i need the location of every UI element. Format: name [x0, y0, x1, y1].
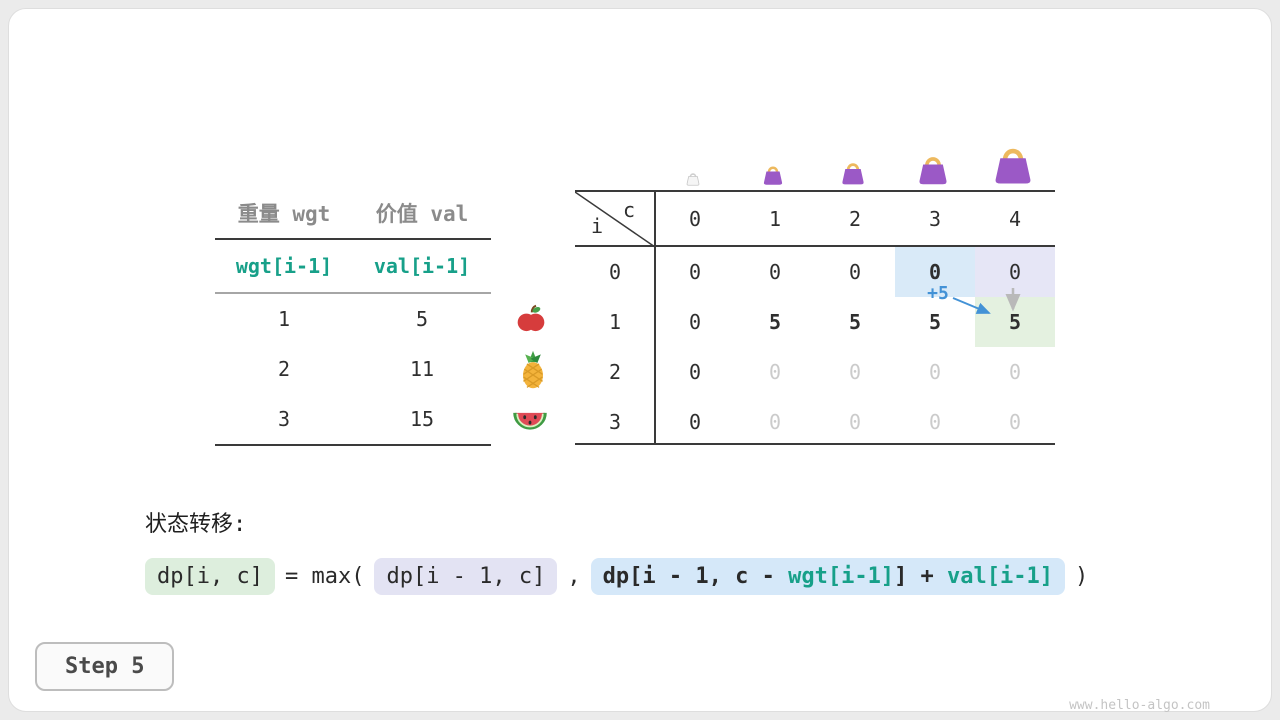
dp-cell: 0 [928, 410, 942, 434]
dp-table-row: 1 0 5 5 5 5 [575, 297, 1055, 347]
dp-header-row: c i 0 1 2 3 4 [575, 192, 1055, 247]
item-row: 1 5 [215, 294, 491, 344]
dp-cell: 0 [768, 410, 782, 434]
dp-cell: 5 [928, 310, 942, 334]
dp-cell: 5 [768, 310, 782, 334]
dp-cell: 0 [928, 360, 942, 384]
formula-option-take: dp[i - 1, c - wgt[i-1]] + val[i-1] [590, 558, 1066, 595]
dp-cell: 0 [1008, 360, 1022, 384]
weight-column-header: 重量 wgt [237, 202, 331, 226]
dp-cell: 0 [688, 410, 702, 434]
dp-row-header: 3 [608, 410, 622, 434]
dp-col-header: 1 [768, 206, 782, 231]
dp-cell: 0 [768, 360, 782, 384]
item-row: 3 15 [215, 394, 491, 444]
formula-take-prefix: dp[i - 1, c - [602, 564, 789, 589]
dp-row-header: 2 [608, 360, 622, 384]
pineapple-icon [517, 350, 549, 394]
row-var-label: i [591, 214, 604, 238]
bag-icon-tiny [685, 171, 701, 186]
dp-row-header: 0 [608, 260, 622, 284]
item-value: 5 [415, 307, 429, 331]
formula-take-val: val[i-1] [947, 564, 1054, 589]
dp-row-header: 1 [608, 310, 622, 334]
dp-table-row: 0 0 0 0 0 0 [575, 247, 1055, 297]
dp-col-header: 2 [848, 206, 862, 231]
bag-icon-xlarge [990, 142, 1036, 186]
section-label: 状态转移: [145, 512, 247, 537]
transition-formula: dp[i, c] = max( dp[i - 1, c] , dp[i - 1,… [145, 558, 1088, 595]
dp-cell: 0 [1008, 410, 1022, 434]
dp-cell: 0 [848, 410, 862, 434]
dp-cell: 0 [848, 360, 862, 384]
dp-col-header: 3 [928, 206, 942, 231]
item-weight: 1 [277, 307, 291, 331]
col-var-label: c [622, 198, 635, 222]
item-value: 11 [409, 357, 435, 381]
apple-icon [516, 304, 546, 338]
step-indicator[interactable]: Step 5 [35, 642, 175, 691]
formula-take-wgt: wgt[i-1] [788, 564, 895, 589]
item-weight: 3 [277, 407, 291, 431]
value-column-header: 价值 val [375, 202, 469, 226]
dp-cell: 0 [848, 260, 862, 284]
dp-cell: 5 [848, 310, 862, 334]
formula-close-paren: ) [1075, 564, 1089, 589]
dp-table-row: 2 0 0 0 0 0 [575, 347, 1055, 397]
val-var-label: val[i-1] [373, 254, 471, 278]
watermark: www.hello-algo.com [1069, 698, 1210, 713]
dp-col-header: 4 [1008, 206, 1022, 231]
wgt-var-label: wgt[i-1] [235, 254, 333, 278]
bag-row [575, 120, 1055, 186]
dp-cell-source-keep: 0 [975, 247, 1055, 297]
dp-vertical-divider [654, 192, 656, 443]
plus-five-annotation: +5 [927, 283, 949, 304]
dp-cell: 0 [688, 360, 702, 384]
item-value: 15 [409, 407, 435, 431]
bag-icon-medium [839, 159, 867, 186]
items-table-header: 重量 wgt 价值 val [215, 188, 491, 240]
formula-option-keep: dp[i - 1, c] [374, 558, 558, 595]
dp-corner-cell: c i [575, 192, 655, 245]
dp-table: c i 0 1 2 3 4 0 0 0 0 0 0 1 0 5 5 5 5 2 … [575, 190, 1055, 445]
dp-cell-source-take: 0 [895, 247, 975, 297]
dp-cell: 0 [768, 260, 782, 284]
item-row: 2 11 [215, 344, 491, 394]
dp-cell: 0 [688, 310, 702, 334]
watermelon-icon [512, 404, 548, 438]
formula-take-mid: ] + [894, 564, 948, 589]
formula-dp-current: dp[i, c] [145, 558, 275, 595]
formula-comma: , [567, 564, 581, 589]
bag-icon-large [915, 152, 951, 186]
formula-equals-max: = max( [284, 564, 365, 589]
dp-cell-current: 5 [975, 297, 1055, 347]
dp-table-row: 3 0 0 0 0 0 [575, 397, 1055, 447]
item-weight: 2 [277, 357, 291, 381]
bag-icon-small [761, 163, 785, 186]
items-table: 重量 wgt 价值 val wgt[i-1] val[i-1] 1 5 2 11… [215, 188, 491, 446]
dp-col-header: 0 [688, 206, 702, 231]
dp-cell: 0 [688, 260, 702, 284]
items-table-var-row: wgt[i-1] val[i-1] [215, 240, 491, 294]
